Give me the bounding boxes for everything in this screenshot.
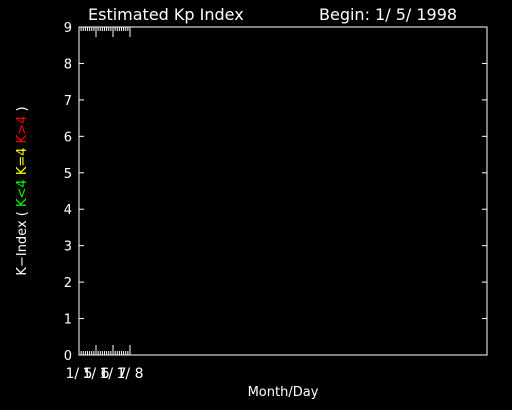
y-axis-label-part: K−Index (: [15, 211, 30, 275]
x-tick-label: 1/ 5: [66, 366, 93, 382]
y-tick-label: 5: [64, 167, 72, 182]
x-tick-label: 1/ 7: [100, 366, 127, 382]
y-tick-label: 2: [64, 276, 72, 291]
plot-frame: [78, 26, 488, 356]
y-axis-label: K−Index ( K<4 K=4 K>4 ): [15, 106, 30, 275]
y-tick-label: 8: [64, 57, 72, 72]
x-axis: 1/ 51/ 61/ 71/ 8: [66, 27, 144, 382]
x-tick-label: 1/ 6: [83, 366, 110, 382]
y-tick-label: 7: [64, 94, 72, 109]
y-axis-label-part: K=4: [15, 147, 30, 179]
x-axis-label: Month/Day: [248, 385, 319, 400]
y-tick-label: 1: [64, 313, 72, 328]
y-tick-label: 3: [64, 240, 72, 255]
x-tick-label: 1/ 8: [117, 366, 144, 382]
y-axis-label-part: K>4: [15, 116, 30, 148]
y-axis: 0 1 2 3 4 5 6 7 8 9: [64, 21, 487, 364]
y-tick-label: 6: [64, 130, 72, 145]
y-axis-label-part: ): [15, 106, 30, 115]
chart-subtitle: Begin: 1/ 5/ 1998: [319, 5, 457, 24]
y-axis-label-part: K<4: [15, 179, 30, 211]
y-tick-label: 9: [64, 21, 72, 36]
chart-title: Estimated Kp Index: [88, 5, 244, 24]
y-tick-label: 0: [64, 349, 72, 364]
y-tick-label: 4: [64, 203, 72, 218]
